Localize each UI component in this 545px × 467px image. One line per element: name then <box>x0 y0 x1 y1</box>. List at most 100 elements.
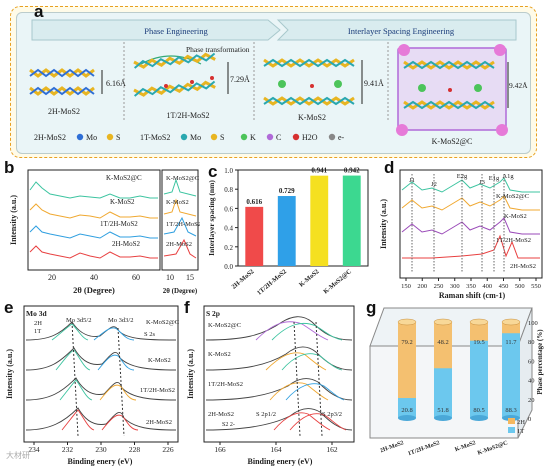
x-tick-label: 228 <box>129 445 141 454</box>
mo-atom-icon <box>76 133 84 141</box>
structure-name-k: K-MoS2 <box>298 113 326 122</box>
x-tick-label: 350 <box>466 283 476 290</box>
bar-value-label: 0.941 <box>311 167 327 175</box>
bar-value-label: 0.942 <box>344 167 360 175</box>
legend-k: K <box>250 133 256 142</box>
mo3d-title: Mo 3d <box>26 309 47 318</box>
legend-mo-2: Mo <box>190 133 201 142</box>
raman-xlabel: Raman shift (cm-1) <box>439 291 506 300</box>
x-tick-label: 150 <box>401 283 411 290</box>
raman-peak-a1g: A1g <box>502 173 514 180</box>
phase-ytick-label: 100 <box>528 320 538 327</box>
mo3d-peak-s2s: S 2s <box>144 331 155 338</box>
electron-icon <box>396 124 408 136</box>
x-tick-label: 550 <box>531 283 541 290</box>
raman-peak-e1g: E1g <box>489 175 500 182</box>
phase-bar-1t <box>398 398 416 418</box>
mo-atom-icon <box>180 133 188 141</box>
mo3d-peak-52: Mo 3d5/2 <box>66 317 91 324</box>
phase-label-1t: 80.5 <box>473 407 484 414</box>
structure-name-2h: 2H-MoS2 <box>48 107 80 116</box>
raman-peak-j2: J2 <box>431 181 437 188</box>
phase-bar-1t <box>470 340 488 418</box>
bar-chart-ytick-label: 0.6 <box>224 205 233 213</box>
panel-label-b: b <box>4 158 15 177</box>
s-atom-icon <box>210 133 218 141</box>
header-interlayer-engineering: Interlayer Spacing Engineering <box>348 26 455 36</box>
phase-category-label: 1T/2H-MoS2 <box>407 440 440 457</box>
phase-label-1t: 88.3 <box>505 407 516 414</box>
panel-label-f: f <box>184 298 190 317</box>
legend-e: e- <box>338 133 345 142</box>
phase-ytick-label: 40 <box>528 378 535 385</box>
x-tick-label: 234 <box>28 445 40 454</box>
xrd-zoom-1t2h: 1T/2H-MoS2 <box>166 221 200 228</box>
k-atom-icon <box>240 133 248 141</box>
xps-mo3d-plot: Mo 3d 2H 1T Mo 3d5/2 Mo 3d3/2 S 2s K-MoS… <box>5 305 179 466</box>
interlayer-bar-chart: 0.0 0.2 0.4 0.6 0.8 1.0 0.616 2H-MoS2 0.729 1T/2… <box>207 167 369 297</box>
s2p-title: S 2p <box>206 309 220 318</box>
bar-1 <box>277 196 296 266</box>
mo3d-tag-1t: 1T <box>34 328 41 335</box>
xrd-tick-40: 40 <box>90 273 98 282</box>
phase-category-label: 2H-MoS2 <box>379 440 404 454</box>
phase-bar-top <box>433 318 453 326</box>
watermark: 大材研 <box>6 451 30 460</box>
phase-bar-bottom <box>470 415 488 421</box>
panel-label-g: g <box>366 298 377 317</box>
electron-icon <box>494 44 506 56</box>
bar-0 <box>245 206 264 266</box>
bar-category-label: 2H-MoS2 <box>231 268 256 291</box>
xrd-legend-2h: 2H-MoS2 <box>112 240 141 248</box>
legend-1t-label: 1T <box>517 428 524 435</box>
x-tick-label: 162 <box>326 445 338 454</box>
spacing-k: 9.41Å <box>364 79 384 88</box>
bar-chart-ytick-label: 0.0 <box>224 263 233 271</box>
structure-k-mos2: 9.41Å K-MoS2 <box>263 58 384 122</box>
legend-mo-1: Mo <box>86 133 97 142</box>
legend-2h: 2H-MoS2 <box>34 133 66 142</box>
raman-peak-j3: J3 <box>479 179 485 186</box>
legend-1t: 1T-MoS2 <box>140 133 170 142</box>
phase-category-label: K-MoS2@C <box>477 440 509 456</box>
bar-chart-ytick-label: 1.0 <box>224 167 233 175</box>
legend-s-1: S <box>116 133 120 142</box>
phase-label-2h: 48.2 <box>437 339 448 346</box>
s2p-legend-2h: 2H-MoS2 <box>208 411 234 418</box>
mo3d-xlabel: Binding enery (eV) <box>68 457 133 466</box>
bar-category-label: K-MoS2@C <box>322 268 353 296</box>
mo3d-tag-2h: 2H <box>34 320 42 327</box>
xrd-legend-kc: K-MoS2@C <box>106 174 142 182</box>
raman-peak-e2g: E2g <box>457 173 468 180</box>
electron-legend-icon <box>328 133 336 141</box>
structure-name-1t2h: 1T/2H-MoS2 <box>166 111 209 120</box>
phase-label-2h: 11.7 <box>505 339 517 346</box>
spacing-2h: 6.16Å <box>106 79 126 88</box>
bar-chart-ytick-label: 0.2 <box>224 244 233 252</box>
xrd-xlabel-zoom: 2θ (Degree) <box>163 287 198 295</box>
phase-category-label: K-MoS2 <box>454 440 476 453</box>
s2p-legend-1t2h: 1T/2H-MoS2 <box>208 381 243 388</box>
atom-legend: 2H-MoS2 Mo S 1T-MoS2 Mo S K C H2O e- <box>34 133 345 142</box>
legend-h2o: H2O <box>302 133 318 142</box>
phase-transformation-label: Phase transformation <box>186 45 250 54</box>
xrd-ylabel: Intensity (a.u.) <box>9 195 18 245</box>
s2p-peak-s22: S2 2- <box>222 422 235 428</box>
structure-1t2h-mos2: 7.29Å 1T/2H-MoS2 <box>133 52 250 120</box>
raman-peak-j1: J1 <box>409 177 415 184</box>
raman-legend-2h: 2H-MoS2 <box>510 263 536 270</box>
phase-label-1t: 20.8 <box>401 407 412 414</box>
legend-c: C <box>276 133 281 142</box>
phase-ytick-label: 0 <box>528 416 531 423</box>
mo3d-legend-2h: 2H-MoS2 <box>146 419 172 426</box>
x-tick-label: 500 <box>515 283 525 290</box>
phase-label-2h: 19.5 <box>473 339 484 346</box>
xrd-tick-20: 20 <box>48 273 56 282</box>
phase-percentage-chart: 79.2 20.8 48.2 51.8 19.5 80.5 11.7 88.3 0 20 40 60… <box>369 307 544 457</box>
s2p-xlabel: Binding enery (eV) <box>248 457 313 466</box>
phase-bar-1t <box>434 368 452 418</box>
bar-category-label: K-MoS2 <box>298 268 320 288</box>
xrd-plot: K-MoS2@C K-MoS2 1T/2H-MoS2 2H-MoS2 K-MoS… <box>9 169 200 295</box>
spacing-1t2h: 7.29Å <box>230 75 250 84</box>
bar-value-label: 0.729 <box>279 187 295 195</box>
